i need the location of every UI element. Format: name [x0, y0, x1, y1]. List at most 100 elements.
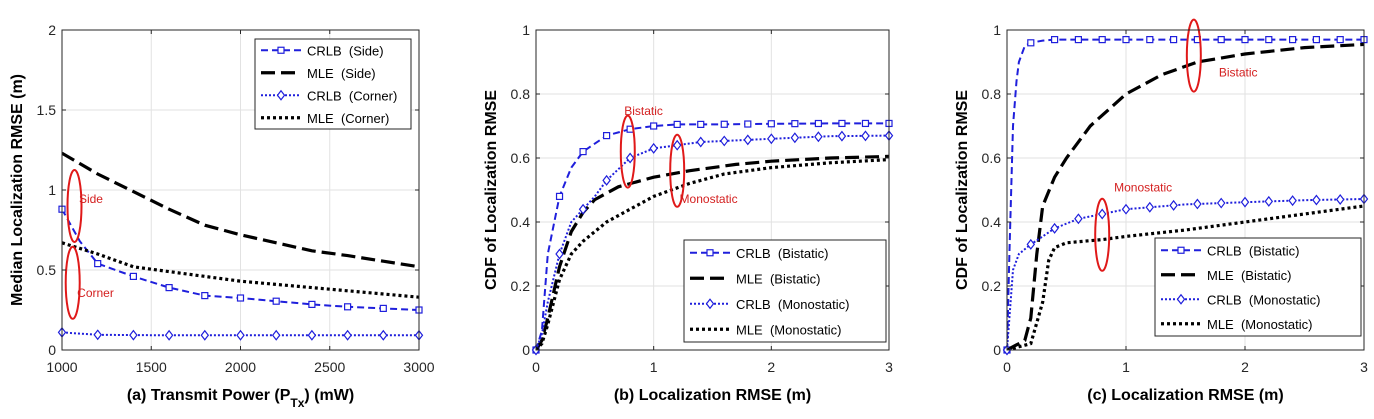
- x-tick-label: 0: [1003, 359, 1011, 375]
- annotation-ellipse: [1094, 197, 1111, 272]
- y-axis-label: Median Localization RMSE (m): [9, 74, 26, 306]
- legend-label: CRLB (Monostatic): [1207, 292, 1320, 307]
- series-marker-diamond: [672, 139, 682, 151]
- series-marker-diamond: [164, 329, 174, 341]
- series-marker-square: [602, 132, 611, 140]
- x-tick-label: 0: [532, 359, 540, 375]
- x-tick-label: 1500: [136, 359, 167, 375]
- annotation-label: Corner: [77, 286, 114, 300]
- legend: CRLB (Side) MLE (Side) CRLB (Corner) MLE (C…: [254, 38, 412, 130]
- series-marker-diamond: [1050, 222, 1059, 234]
- series-marker-square: [1146, 35, 1154, 44]
- annotation-ellipse: [64, 245, 81, 320]
- y-tick-label: 0.4: [982, 214, 1002, 230]
- series-line-crlb-dash: [536, 122, 889, 350]
- series-marker-diamond: [1193, 198, 1202, 210]
- series-marker-square: [236, 294, 245, 302]
- x-tick-label: 1000: [46, 359, 77, 375]
- series-marker-square: [129, 272, 137, 280]
- series-marker-diamond: [696, 136, 705, 148]
- series-line-mle-dash: [1007, 42, 1364, 350]
- annotation-ellipse: [66, 169, 83, 243]
- series-marker-square: [1265, 35, 1273, 44]
- y-tick-label: 0.6: [511, 150, 531, 166]
- series-marker-diamond: [1169, 199, 1178, 211]
- series-marker-square: [379, 304, 387, 312]
- series-marker-diamond: [271, 329, 281, 341]
- x-tick-label: 1: [650, 359, 658, 375]
- series-marker-diamond: [1264, 195, 1274, 207]
- y-tick-label: 0.8: [982, 86, 1002, 102]
- legend-marker-square: [1177, 246, 1185, 254]
- series-marker-square: [579, 148, 587, 156]
- series-marker-diamond: [129, 329, 138, 341]
- series-line-mle-dot: [1007, 204, 1364, 350]
- legend-label: MLE (Bistatic): [736, 271, 821, 286]
- series-marker-square: [1169, 35, 1178, 44]
- y-tick-label: 2: [48, 22, 56, 38]
- series-marker-diamond: [578, 203, 588, 215]
- series-marker-square: [650, 122, 658, 130]
- series-marker-square: [1098, 35, 1106, 44]
- series-marker-diamond: [1335, 193, 1345, 205]
- y-tick-label: 0.2: [511, 278, 531, 294]
- series-marker-diamond: [236, 329, 245, 341]
- series-marker-diamond: [814, 131, 823, 143]
- legend-marker-square: [277, 46, 285, 54]
- x-tick-label: 2: [1241, 359, 1249, 375]
- series-marker-diamond: [1312, 194, 1321, 206]
- legend-label: MLE (Corner): [307, 111, 389, 126]
- chart-panel-a: Side Corner 1000 1500 2000 2500 3000 0 0.5 1 1.5 2 M…: [9, 22, 435, 410]
- legend-label: CRLB (Bistatic): [736, 246, 828, 261]
- x-tick-label: 3: [1360, 359, 1368, 375]
- x-axis-label: (b) Localization RMSE (m): [614, 387, 811, 404]
- x-tick-label: 2500: [314, 359, 345, 375]
- series-marker-square: [344, 303, 352, 311]
- series-marker-diamond: [1097, 208, 1107, 220]
- series-marker-square: [720, 120, 728, 128]
- legend-label: MLE (Bistatic): [1207, 268, 1292, 283]
- legend-label: MLE (Side): [307, 66, 376, 81]
- y-tick-label: 0: [48, 342, 56, 358]
- y-tick-label: 0.5: [37, 262, 57, 278]
- chart-panel-b: Bistatic Monostatic 0 1 2 3 0 0.2 0.4 0.6 0.8 1 CDF …: [483, 22, 894, 404]
- series-marker-diamond: [1026, 238, 1036, 250]
- chart-panel-c: Bistatic Monostatic 0 1 2 3 0 0.2 0.4 0.6 0.8 1 CDF …: [954, 18, 1369, 404]
- legend-label: CRLB (Monostatic): [736, 297, 849, 312]
- x-axis-label-subscript: Tx: [290, 396, 304, 410]
- y-tick-label: 0.2: [982, 278, 1002, 294]
- series-marker-diamond: [790, 132, 800, 144]
- series-line-mle-dot: [536, 158, 889, 350]
- y-tick-label: 1: [522, 22, 530, 38]
- y-axis-label: CDF of Localization RMSE: [483, 90, 500, 290]
- series-marker-diamond: [1216, 197, 1226, 209]
- series-marker-square: [767, 120, 775, 128]
- series-marker-square: [814, 119, 823, 128]
- x-axis-label: (c) Localization RMSE (m): [1087, 387, 1283, 404]
- x-axis-label-suffix: ) (mW): [304, 387, 354, 404]
- legend-marker-diamond: [276, 89, 286, 101]
- annotation-ellipse: [669, 133, 686, 208]
- legend-box: [1154, 237, 1362, 337]
- legend-label: CRLB (Bistatic): [1207, 243, 1299, 258]
- x-tick-label: 2: [767, 359, 775, 375]
- series-marker-diamond: [1240, 196, 1250, 208]
- y-tick-label: 1: [993, 22, 1001, 38]
- series-marker-diamond: [200, 329, 210, 341]
- x-axis-label: (a) Transmit Power (PTx) (mW): [127, 387, 354, 410]
- y-tick-label: 1.5: [37, 102, 57, 118]
- y-tick-label: 0.4: [511, 214, 531, 230]
- x-tick-label: 1: [1122, 359, 1130, 375]
- series-marker-diamond: [743, 134, 753, 146]
- series-marker-square: [861, 119, 870, 128]
- x-tick-label: 3: [885, 359, 893, 375]
- series-marker-diamond: [649, 142, 658, 154]
- annotation-label: Bistatic: [624, 104, 663, 118]
- series-marker-square: [1241, 35, 1249, 44]
- series-marker-diamond: [307, 329, 317, 341]
- series-marker-square: [1027, 39, 1035, 47]
- axes-box: [535, 29, 890, 351]
- y-tick-label: 0.6: [982, 150, 1002, 166]
- series-marker-diamond: [379, 329, 388, 341]
- series-marker-diamond: [93, 329, 102, 341]
